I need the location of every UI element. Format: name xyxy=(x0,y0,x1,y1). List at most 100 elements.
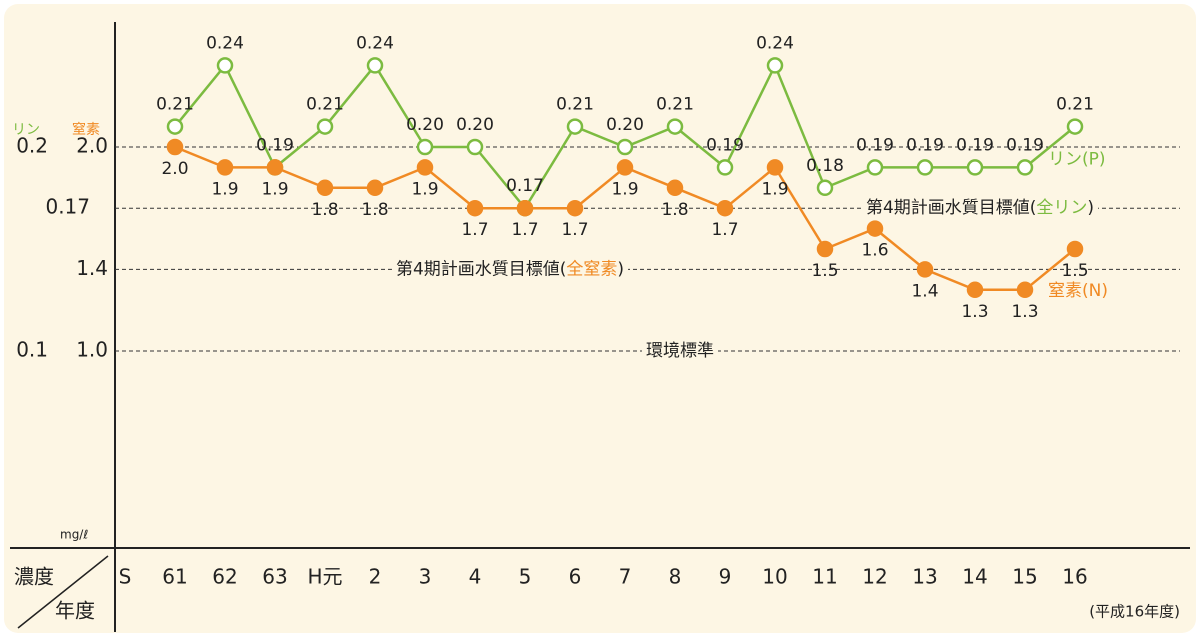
point xyxy=(816,240,834,258)
data-label: 0.24 xyxy=(206,33,244,53)
data-label: 0.19 xyxy=(256,135,294,155)
point xyxy=(816,179,834,197)
data-label: 0.24 xyxy=(756,33,794,53)
y-tick-label: 2.0 xyxy=(76,134,108,158)
data-label: 1.9 xyxy=(611,179,638,199)
point xyxy=(916,159,934,176)
corner-bottom: 年度 xyxy=(55,599,95,623)
point xyxy=(466,199,484,217)
data-label: 1.7 xyxy=(511,220,538,240)
point xyxy=(266,159,284,176)
x-tick-label: 8 xyxy=(669,565,682,589)
data-label: 1.8 xyxy=(661,200,688,220)
point xyxy=(716,159,734,176)
data-label: 0.20 xyxy=(456,115,494,135)
point xyxy=(366,179,384,197)
data-label: 1.5 xyxy=(811,261,838,281)
label-bg xyxy=(391,259,629,280)
point xyxy=(916,261,934,278)
data-label: 1.9 xyxy=(411,179,438,199)
x-tick-label: 10 xyxy=(762,565,787,589)
reference-label: 環境標準 xyxy=(646,341,714,361)
point xyxy=(366,57,384,74)
data-label: 1.9 xyxy=(761,179,788,199)
data-label: 0.21 xyxy=(306,95,344,115)
x-tick-label: 3 xyxy=(419,565,432,589)
point xyxy=(566,199,584,217)
x-tick-label: 2 xyxy=(369,565,382,589)
data-label: 0.20 xyxy=(606,115,644,135)
data-label: 2.0 xyxy=(161,159,188,179)
corner-diagonal xyxy=(17,555,109,629)
data-label: 1.7 xyxy=(461,220,488,240)
unit: mg/ℓ xyxy=(60,528,88,542)
x-tick-label: 15 xyxy=(1012,565,1037,589)
point xyxy=(466,138,484,156)
data-label: 0.21 xyxy=(556,95,594,115)
data-label: 0.24 xyxy=(356,33,394,53)
reference-label: 第4期計画水質目標値(全リン) xyxy=(866,198,1094,218)
corner-top: 濃度 xyxy=(14,565,54,589)
data-label: 1.6 xyxy=(861,241,888,261)
data-label: 1.9 xyxy=(211,179,238,199)
data-label: 0.19 xyxy=(1006,135,1044,155)
point xyxy=(316,118,334,135)
x-tick-label: 9 xyxy=(719,565,732,589)
point xyxy=(966,159,984,176)
x-tick-label: 5 xyxy=(519,565,532,589)
data-label: 0.17 xyxy=(506,176,544,196)
point xyxy=(416,138,434,156)
x-tick-label: 11 xyxy=(812,565,837,589)
point xyxy=(416,159,434,176)
point xyxy=(616,138,634,156)
point xyxy=(1016,281,1034,299)
point xyxy=(216,159,234,176)
data-label: 1.8 xyxy=(311,200,338,220)
reference-label-part: ) xyxy=(617,259,624,279)
data-label: 0.19 xyxy=(956,135,994,155)
label-bg xyxy=(861,198,1099,219)
x-tick-label: 12 xyxy=(862,565,887,589)
data-label: 0.18 xyxy=(806,156,844,176)
footnote: (平成16年度) xyxy=(1089,603,1180,621)
reference-label-part: ) xyxy=(1087,198,1094,218)
point xyxy=(666,118,684,135)
data-label: 0.21 xyxy=(1056,95,1094,115)
reference-label-part: 第4期計画水質目標値( xyxy=(396,259,566,279)
point xyxy=(316,179,334,197)
point xyxy=(716,199,734,217)
label-bg xyxy=(642,341,718,361)
data-label: 0.21 xyxy=(656,95,694,115)
data-label: 0.20 xyxy=(406,115,444,135)
x-tick-label: 16 xyxy=(1062,565,1087,589)
x-tick-label: 6 xyxy=(569,565,582,589)
y-axis-title: 窒素 xyxy=(72,121,100,138)
point xyxy=(166,118,184,135)
point xyxy=(766,57,784,74)
data-label: 0.19 xyxy=(856,135,894,155)
y2-tick-label: 0.2 xyxy=(16,134,48,158)
point xyxy=(616,159,634,176)
point xyxy=(166,138,184,156)
x-tick-label: 4 xyxy=(469,565,482,589)
legend-label: 窒素(N) xyxy=(1048,281,1108,301)
data-label: 1.3 xyxy=(1011,302,1038,322)
point xyxy=(1066,240,1084,258)
y2-tick-label: 0.17 xyxy=(45,195,90,219)
x-tick-label: 14 xyxy=(962,565,987,589)
reference-label-part: 第4期計画水質目標値( xyxy=(866,198,1036,218)
data-label: 1.9 xyxy=(261,179,288,199)
reference-label-part: 環境標準 xyxy=(646,341,714,361)
point xyxy=(216,57,234,74)
point xyxy=(1066,118,1084,135)
point xyxy=(566,118,584,135)
point xyxy=(766,159,784,176)
reference-label-part: 全窒素 xyxy=(566,259,617,279)
x-tick-label: H元 xyxy=(307,565,342,589)
x-tick-label: 7 xyxy=(619,565,632,589)
y2-tick-label: 0.1 xyxy=(16,338,48,362)
point xyxy=(866,159,884,176)
reference-label: 第4期計画水質目標値(全窒素) xyxy=(396,259,624,279)
point xyxy=(516,199,534,217)
